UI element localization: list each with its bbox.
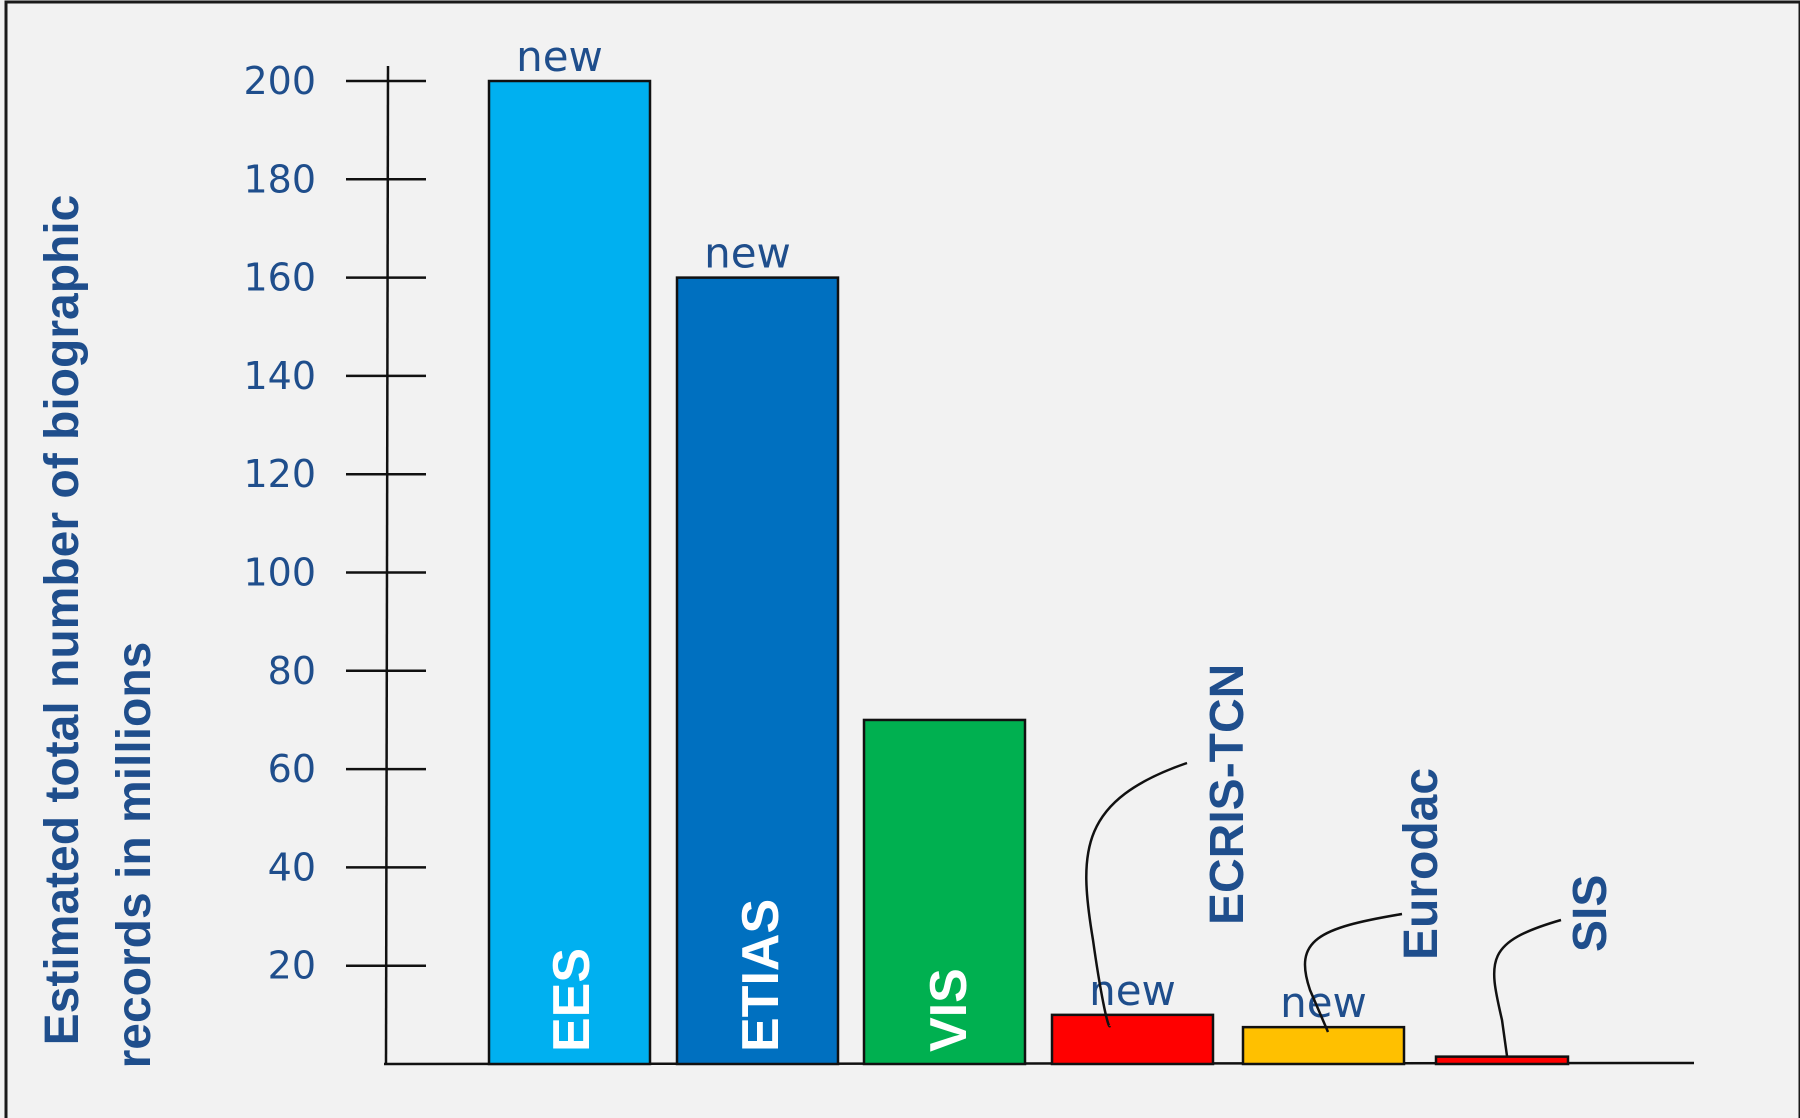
bar-etias bbox=[675, 276, 840, 1066]
new-label-etias: new bbox=[704, 229, 791, 278]
leader-line-sis bbox=[1492, 918, 1562, 1057]
y-tick-label: 60 bbox=[268, 747, 316, 791]
y-tick-label: 180 bbox=[243, 157, 316, 201]
y-tick-label: 200 bbox=[243, 59, 316, 103]
new-label-ees: new bbox=[516, 32, 603, 81]
y-tick-label: 40 bbox=[268, 845, 316, 889]
bar-eurodac bbox=[1241, 1025, 1406, 1066]
bar-label-vis: VIS bbox=[920, 968, 978, 1052]
y-tick-label: 20 bbox=[268, 944, 316, 988]
bar-label-sis: SIS bbox=[1564, 875, 1617, 952]
y-axis-line bbox=[384, 65, 390, 1065]
y-tick-label: 80 bbox=[268, 649, 316, 693]
bar-label-eurodac: Eurodac bbox=[1395, 768, 1448, 960]
bar-label-ecris-tcn: ECRIS-TCN bbox=[1201, 664, 1254, 925]
bar-label-etias: ETIAS bbox=[732, 899, 790, 1052]
bars bbox=[487, 79, 1570, 1066]
y-tick-label: 160 bbox=[243, 256, 316, 300]
bar-label-ees: EES bbox=[543, 948, 601, 1052]
leader-line-eurodac bbox=[1303, 912, 1403, 1033]
y-tick-label: 100 bbox=[243, 551, 316, 595]
y-tick-label: 120 bbox=[243, 452, 316, 496]
y-ticks: 20 40 60 80 100 120 140 160 180 200 bbox=[243, 59, 426, 988]
leader-line-ecris-tcn bbox=[1085, 761, 1188, 1028]
bar-ees bbox=[487, 79, 652, 1066]
bar-vis bbox=[862, 718, 1027, 1066]
y-axis-title-line-2: records in millions bbox=[108, 642, 161, 1069]
y-tick-label: 140 bbox=[243, 354, 316, 398]
bar-sis bbox=[1434, 1055, 1570, 1066]
y-axis-title-line-1: Estimated total number of biographic bbox=[36, 195, 89, 1046]
y-axis-title: Estimated total number of biographic reco… bbox=[36, 195, 161, 1069]
bar-ecris-tcn bbox=[1050, 1013, 1215, 1066]
